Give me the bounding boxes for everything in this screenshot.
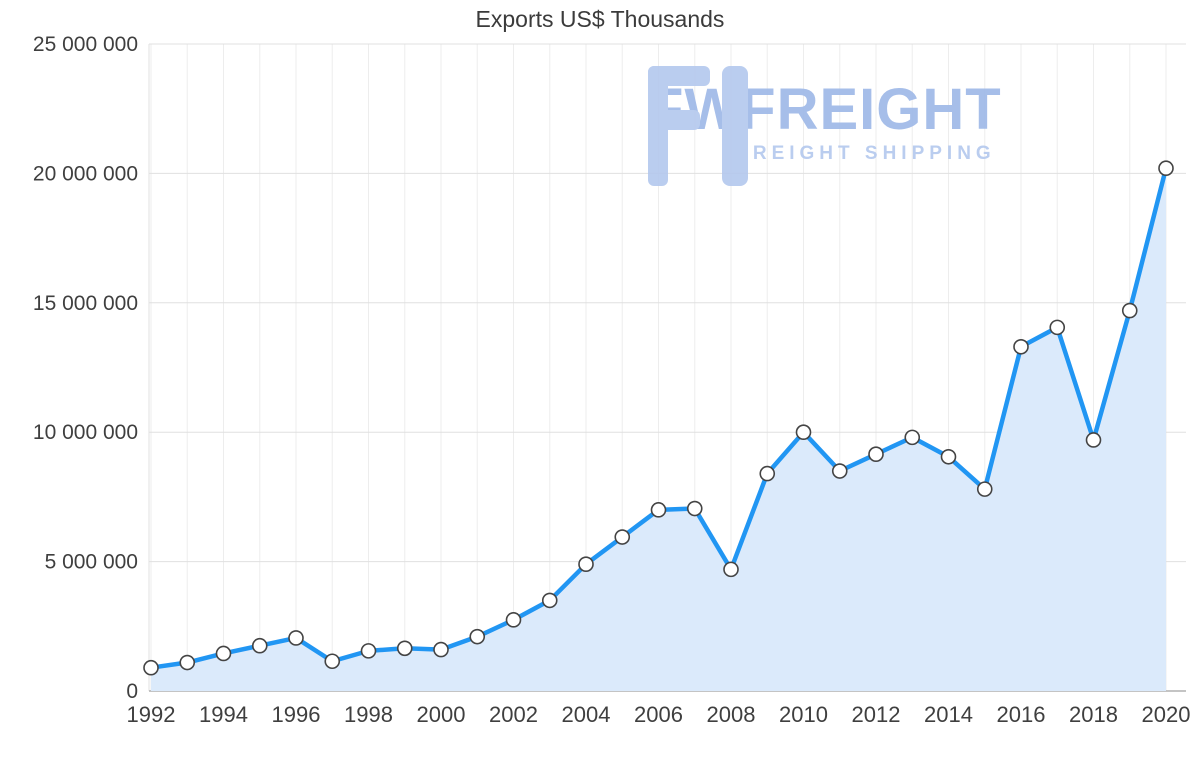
data-point[interactable] — [795, 424, 812, 441]
data-point[interactable] — [1049, 319, 1066, 336]
data-point[interactable] — [215, 645, 232, 662]
y-axis-tick-label: 5 000 000 — [45, 551, 138, 574]
x-axis-tick-label: 1998 — [344, 702, 393, 727]
data-point[interactable] — [396, 640, 413, 657]
data-point[interactable] — [1085, 432, 1102, 448]
y-axis-tick-label: 25 000 000 — [33, 33, 138, 56]
data-point[interactable] — [723, 561, 739, 578]
data-point[interactable] — [324, 653, 341, 670]
data-point[interactable] — [868, 446, 884, 462]
data-point[interactable] — [360, 643, 377, 659]
y-axis-tick-label: 20 000 000 — [33, 162, 138, 185]
data-point[interactable] — [650, 502, 667, 518]
chart-title: Exports US$ Thousands — [475, 6, 725, 32]
x-axis-tick-label: 2008 — [707, 702, 756, 727]
x-axis-tick-label: 2006 — [634, 702, 683, 727]
x-axis-tick-label: 2000 — [417, 702, 466, 727]
data-point[interactable] — [1121, 302, 1138, 319]
x-axis-tick-label: 2002 — [489, 702, 538, 727]
data-point[interactable] — [1158, 160, 1174, 177]
data-point[interactable] — [143, 659, 159, 676]
x-axis-tick-label: 2004 — [562, 702, 611, 727]
data-point[interactable] — [940, 448, 957, 465]
x-axis-tick-label: 2014 — [924, 702, 973, 727]
y-axis-tick-label: 10 000 000 — [33, 421, 138, 444]
data-point[interactable] — [686, 500, 703, 517]
x-axis-tick-label: 1994 — [199, 702, 248, 727]
data-point[interactable] — [433, 641, 449, 658]
y-axis-tick-label: 0 — [126, 680, 138, 703]
data-point[interactable] — [288, 630, 304, 646]
data-point[interactable] — [1013, 338, 1029, 355]
data-point[interactable] — [578, 556, 594, 572]
x-axis-tick-label: 2010 — [779, 702, 828, 727]
x-axis-tick-label: 1996 — [272, 702, 321, 727]
data-point[interactable] — [251, 637, 268, 654]
x-axis-tick-label: 1992 — [127, 702, 176, 727]
data-point[interactable] — [614, 529, 631, 545]
data-point[interactable] — [976, 481, 993, 497]
data-point[interactable] — [904, 429, 921, 446]
data-point[interactable] — [831, 463, 848, 479]
x-axis-tick-label: 2012 — [852, 702, 901, 727]
x-axis-tick-label: 2016 — [997, 702, 1046, 727]
data-point[interactable] — [505, 612, 522, 628]
x-axis-tick-label: 2020 — [1142, 702, 1191, 727]
series-area-fill — [151, 168, 1166, 691]
data-point[interactable] — [469, 628, 486, 645]
y-axis-tick-label: 15 000 000 — [33, 292, 138, 315]
data-point[interactable] — [541, 592, 558, 609]
data-point[interactable] — [179, 654, 196, 671]
x-axis-tick-label: 2018 — [1069, 702, 1118, 727]
data-point[interactable] — [759, 465, 776, 482]
